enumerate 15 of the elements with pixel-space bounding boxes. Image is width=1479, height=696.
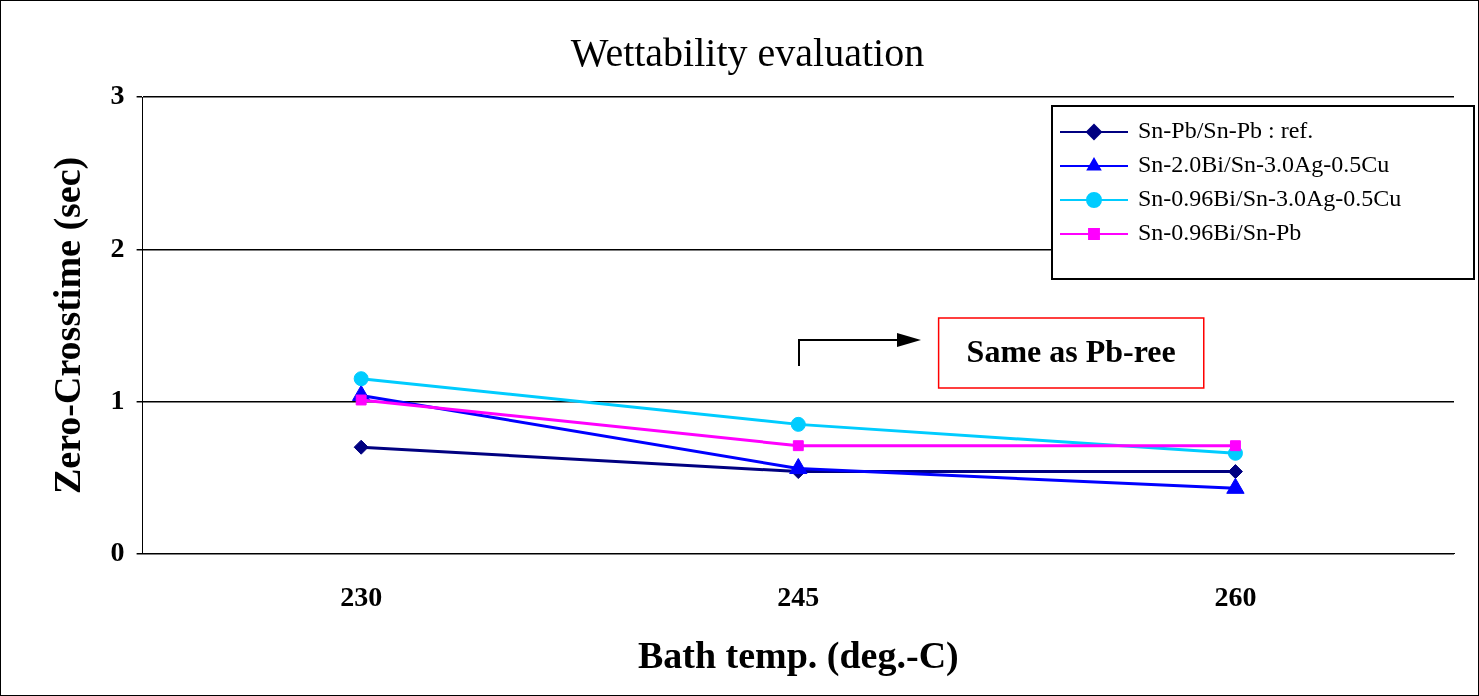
chart-title: Wettability evaluation xyxy=(570,29,925,75)
y-tick-label: 2 xyxy=(110,231,125,263)
y-tick-label: 0 xyxy=(110,536,125,568)
legend-label: Sn-Pb/Sn-Pb : ref. xyxy=(1138,117,1314,144)
annotation: Same as Pb-ree xyxy=(966,333,1176,370)
x-axis-title: Bath temp. (deg.-C) xyxy=(637,634,959,678)
legend-label: Sn-2.0Bi/Sn-3.0Ag-0.5Cu xyxy=(1138,151,1390,178)
legend-label: Sn-0.96Bi/Sn-Pb xyxy=(1138,219,1302,246)
x-tick-label: 260 xyxy=(1214,580,1257,612)
x-tick-label: 245 xyxy=(777,580,820,612)
legend-label: Sn-0.96Bi/Sn-3.0Ag-0.5Cu xyxy=(1138,185,1402,212)
x-tick-label: 230 xyxy=(340,580,383,612)
y-tick-label: 1 xyxy=(110,383,125,415)
y-tick-label: 3 xyxy=(110,79,125,111)
y-axis-title: Zero-Crosstime (sec) xyxy=(45,156,89,495)
